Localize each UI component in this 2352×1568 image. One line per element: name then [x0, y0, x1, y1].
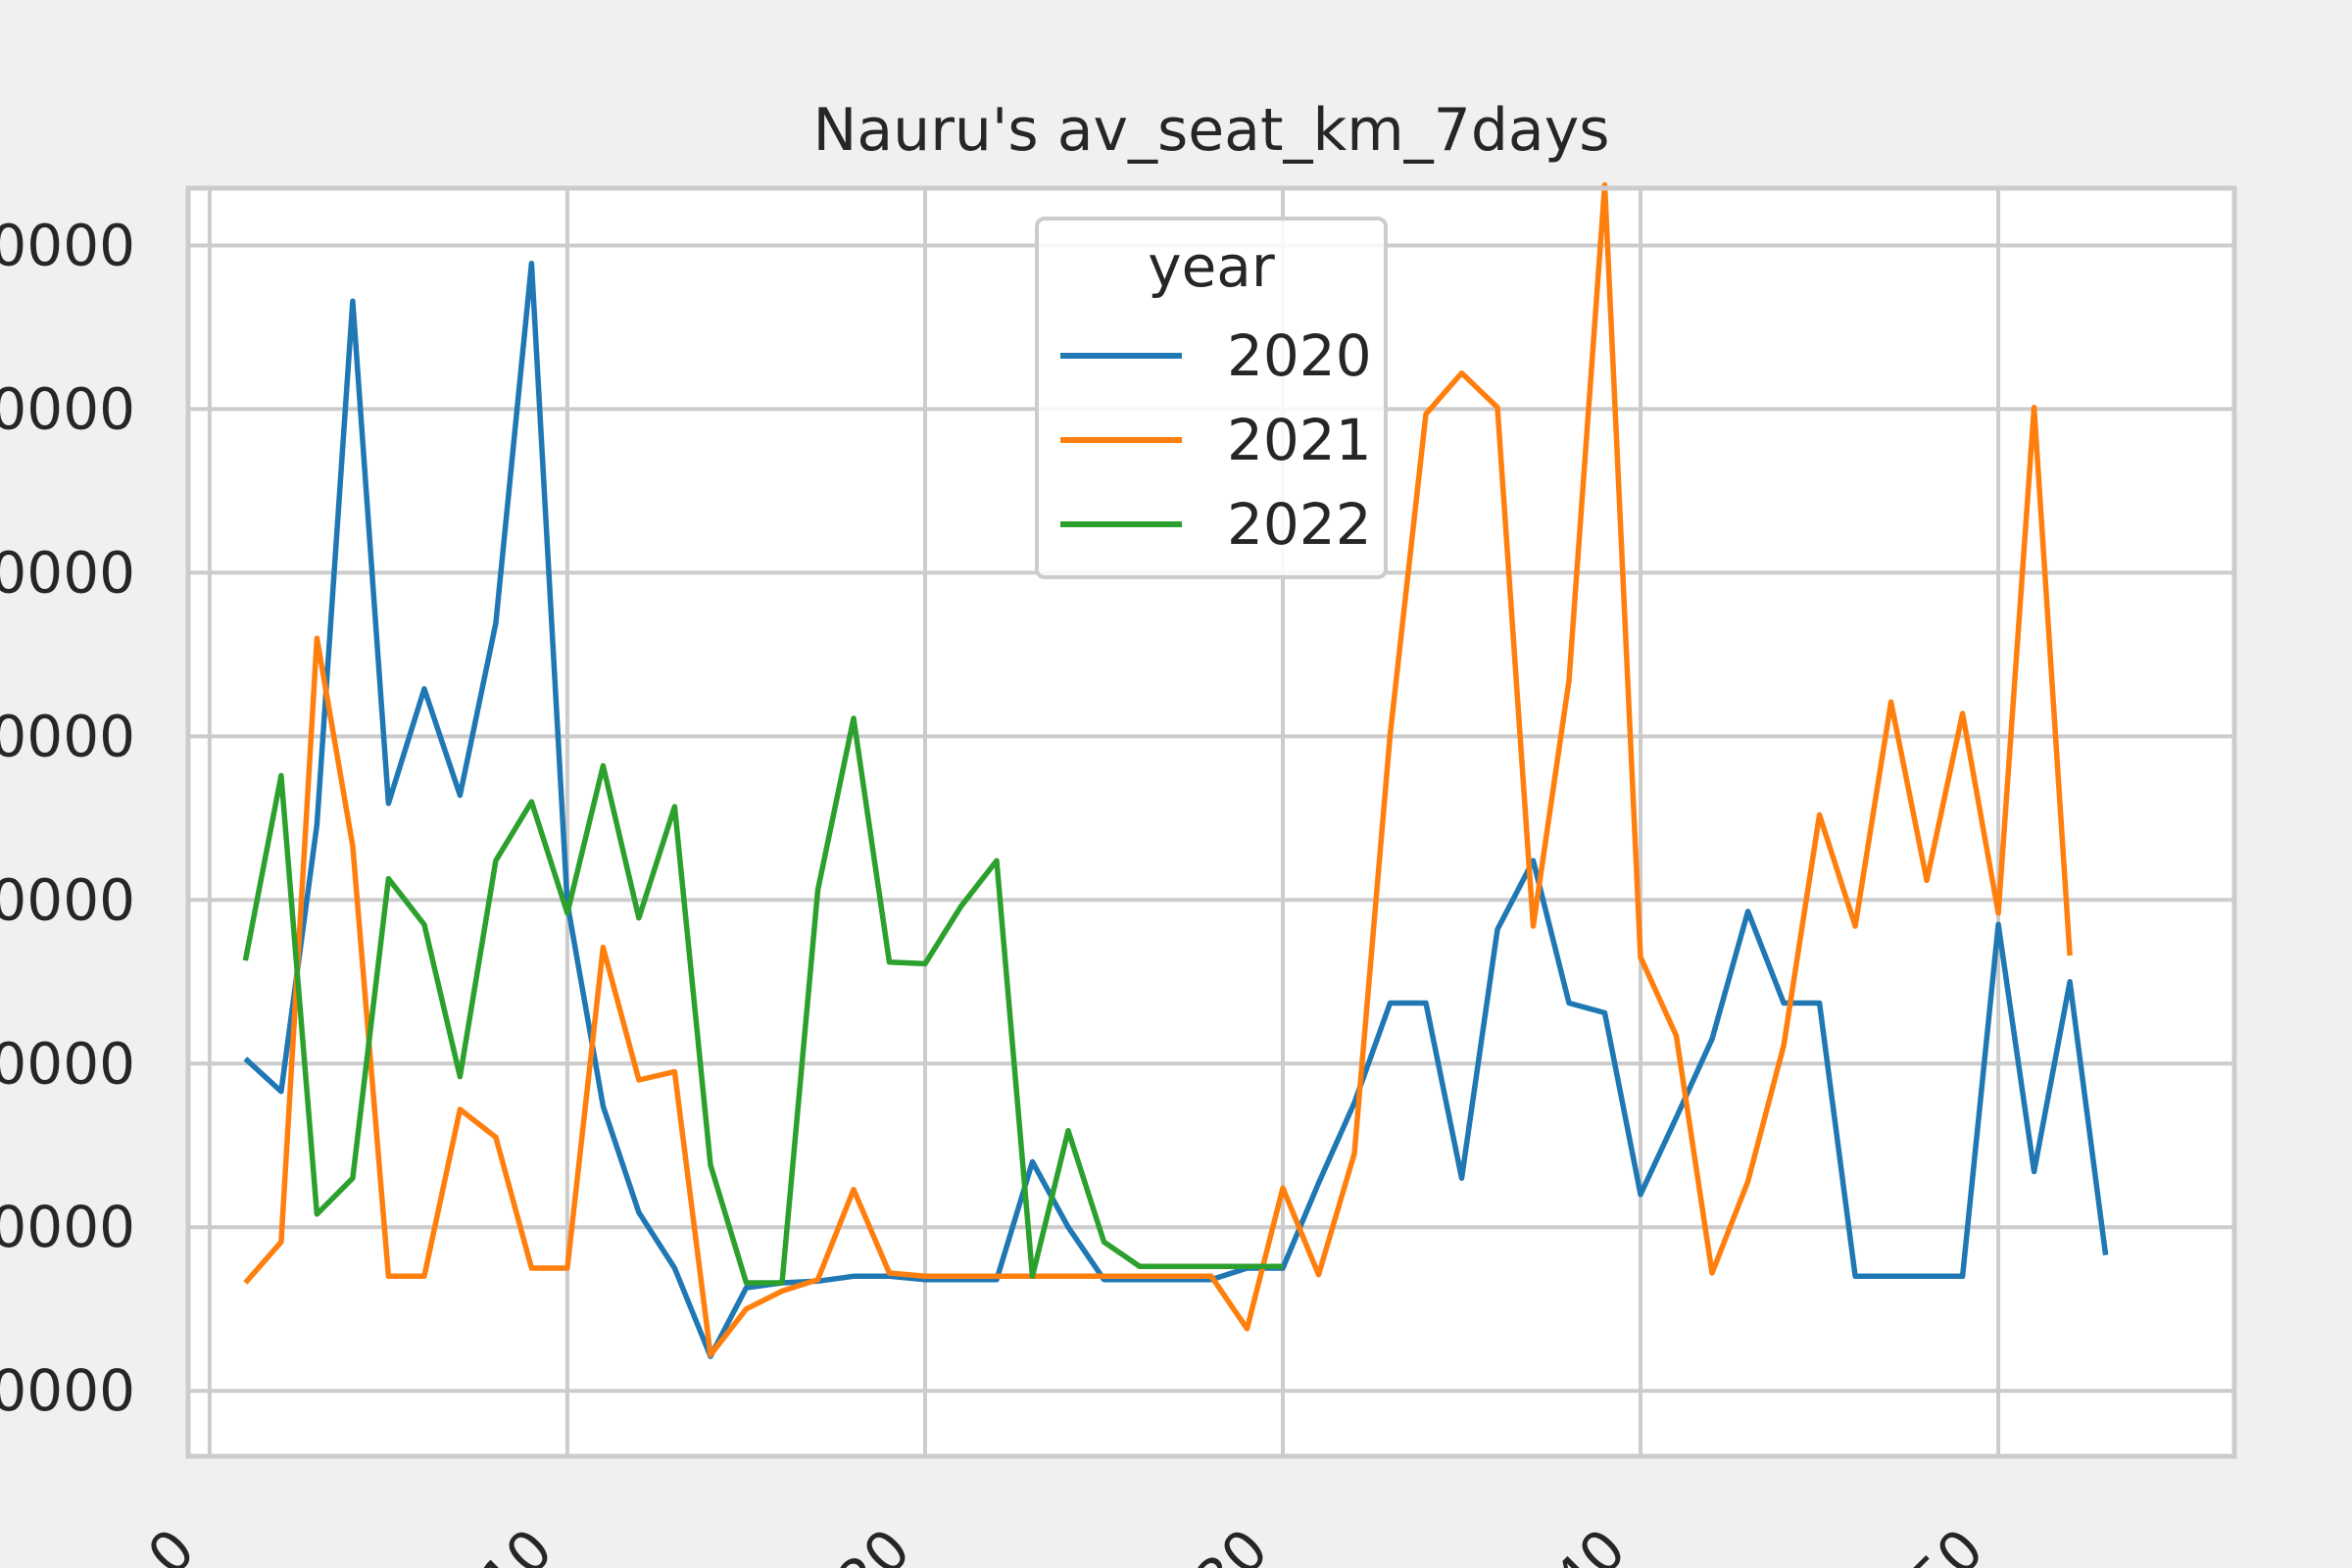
y-tick-label: 0000: [0, 539, 135, 606]
y-tick-label: 0000: [0, 1357, 135, 1424]
y-tick-label: 0000: [0, 1030, 135, 1097]
y-tick-label: 0000: [0, 212, 135, 278]
y-tick-label: 0000: [0, 703, 135, 769]
legend-label-2021: 2021: [1227, 407, 1372, 473]
legend-label-2022: 2022: [1227, 491, 1372, 558]
chart-title: Nauru's av_seat_km_7days: [813, 96, 1610, 165]
y-tick-label: 0000: [0, 1194, 135, 1260]
legend-title: year: [1148, 233, 1275, 300]
y-tick-label: 0000: [0, 375, 135, 442]
legend: year 2020 2021 2022: [1037, 219, 1386, 577]
y-tick-label: 0000: [0, 866, 135, 933]
legend-label-2020: 2020: [1227, 322, 1372, 389]
